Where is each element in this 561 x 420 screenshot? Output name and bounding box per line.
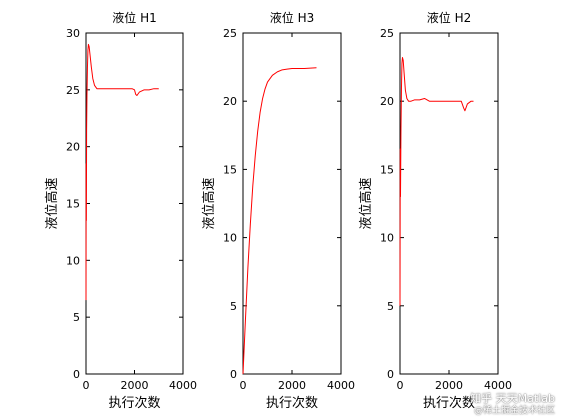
subplot-h1-ytick-label-2: 10: [66, 254, 80, 267]
watermark: 知乎 天天Matlab @稀土掘金技术社区: [470, 393, 555, 417]
subplot-h1-ytick-label-4: 20: [66, 141, 80, 154]
subplot-h1-ytick-label-3: 15: [66, 198, 80, 211]
subplot-h1-ytick-label-0: 0: [73, 368, 80, 381]
subplot-h2-ytick-label-5: 25: [380, 27, 394, 40]
subplot-h1-ylabel: 液位高速: [44, 177, 60, 229]
subplot-h2-ylabel: 液位高速: [358, 177, 374, 229]
subplot-h1-xtick-label-1: 2000: [121, 379, 149, 392]
subplot-h2-xtick-label-0: 0: [397, 379, 404, 392]
subplot-h3-title: 液位 H3: [270, 10, 314, 25]
subplot-h1-title: 液位 H1: [112, 10, 156, 25]
subplot-h2-series-line: [399, 57, 474, 306]
subplot-h3-ytick-label-4: 20: [223, 95, 237, 108]
subplot-h2-xlabel: 执行次数: [423, 395, 475, 411]
subplot-h2-ytick-label-2: 10: [380, 232, 394, 245]
subplot-h3-xtick-label-2: 4000: [327, 379, 355, 392]
subplot-h3-ytick-label-3: 15: [223, 163, 237, 176]
subplot-h2-xtick-label-2: 4000: [484, 379, 512, 392]
subplot-h2-ytick-label-0: 0: [387, 368, 394, 381]
subplot-h3-ylabel: 液位高速: [201, 177, 217, 229]
subplot-h3-xtick-label-0: 0: [240, 379, 247, 392]
subplot-h3: 液位 H3 执行次数 液位高速 0 2000 4000 0 5 10 15 20 25: [201, 10, 355, 411]
subplot-h1-ytick-label-5: 25: [66, 84, 80, 97]
subplot-h1-xtick-label-0: 0: [83, 379, 90, 392]
subplot-h1-series-line: [85, 43, 159, 301]
subplot-h1-ytick-label-1: 5: [73, 311, 80, 324]
subplot-h3-series-line: [242, 67, 317, 375]
subplot-h2: 液位 H2 执行次数 液位高速 0 2000 4000 0 5 10 15 20 25: [358, 10, 512, 411]
subplot-h3-xtick-label-1: 2000: [278, 379, 306, 392]
subplot-h3-ytick-label-1: 5: [230, 300, 237, 313]
subplot-h1-ytick-label-6: 30: [66, 27, 80, 40]
subplot-h3-ytick-label-2: 10: [223, 232, 237, 245]
watermark-line1: 知乎 天天Matlab: [470, 392, 555, 405]
subplot-h2-ytick-label-1: 5: [387, 300, 394, 313]
watermark-line2: @稀土掘金技术社区: [473, 406, 555, 416]
subplot-h1-xlabel: 执行次数: [108, 395, 160, 411]
subplot-h3-xlabel: 执行次数: [266, 395, 318, 411]
subplot-h2-ytick-label-3: 15: [380, 163, 394, 176]
subplot-h2-ytick-label-4: 20: [380, 95, 394, 108]
subplot-h2-title: 液位 H2: [427, 10, 471, 25]
subplot-h2-xtick-label-1: 2000: [435, 379, 463, 392]
subplot-h1: 液位 H1 执行次数 液位高速 0 2000 4000 0 5 10 15 20 25 30: [44, 10, 197, 411]
subplot-h3-ytick-label-0: 0: [230, 368, 237, 381]
subplot-h3-ytick-label-5: 25: [223, 27, 237, 40]
subplot-h1-xtick-label-2: 4000: [169, 379, 197, 392]
